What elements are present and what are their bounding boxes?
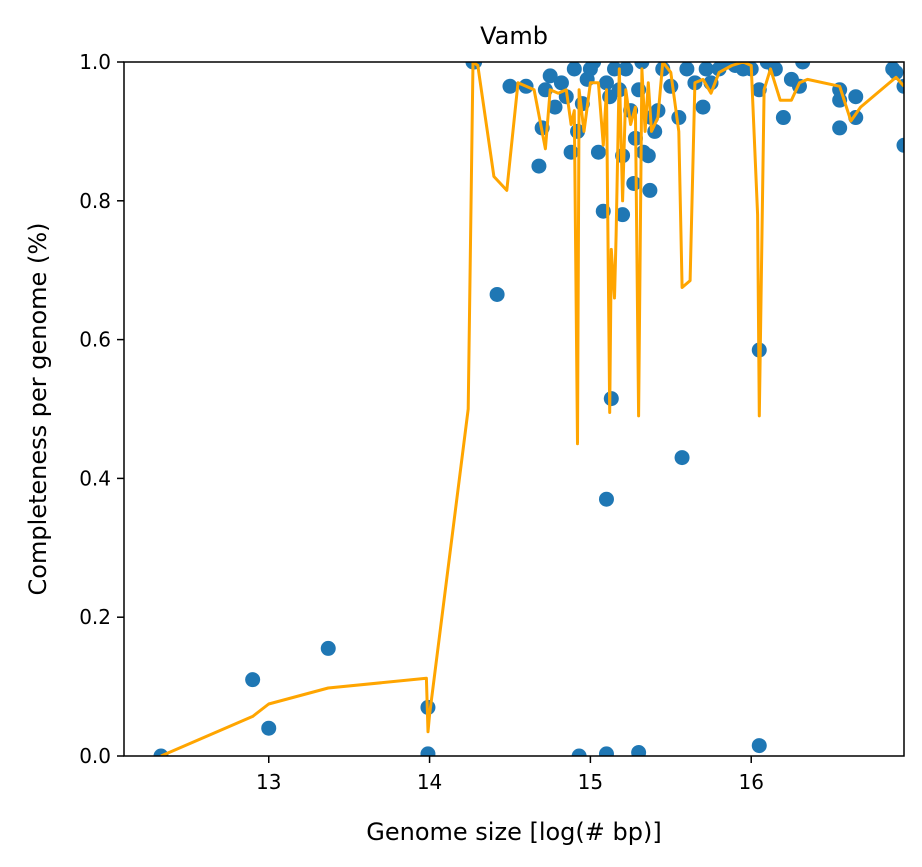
scatter-point: [775, 110, 791, 126]
plot-frame: [123, 61, 905, 757]
trend-line: [160, 62, 904, 756]
y-tick-label: 0.8: [79, 189, 111, 213]
scatter-point: [832, 120, 848, 136]
scatter-point: [888, 64, 904, 80]
scatter-point: [586, 62, 602, 70]
plot-area: [123, 61, 905, 757]
scatter-point: [261, 720, 277, 736]
scatter-point: [674, 450, 690, 466]
scatter-point: [679, 62, 695, 77]
scatter-point: [489, 286, 505, 302]
scatter-point: [848, 89, 864, 105]
scatter-point: [631, 745, 647, 756]
x-tick-label: 14: [417, 770, 442, 794]
y-axis: 0.0 0.2 0.4 0.6 0.8 1.0: [79, 50, 124, 768]
x-tick-label: 16: [738, 770, 763, 794]
scatter-point: [615, 207, 631, 223]
scatter-point: [698, 62, 714, 77]
scatter-point: [896, 137, 904, 153]
scatter-point: [320, 640, 336, 656]
scatter-point: [542, 68, 558, 84]
y-axis-label: Completeness per genome (%): [24, 223, 52, 596]
scatter-point: [531, 158, 547, 174]
scatter-point: [590, 144, 606, 160]
scatter-point: [642, 182, 658, 198]
scatter-point: [598, 746, 614, 756]
scatter-point: [695, 99, 711, 115]
scatter-point: [563, 144, 579, 160]
scatter-point: [618, 62, 634, 77]
scatter-point: [245, 672, 261, 688]
x-tick-label: 15: [578, 770, 603, 794]
y-tick-label: 0.6: [79, 328, 111, 352]
scatter-point: [795, 62, 811, 70]
y-tick-label: 0.2: [79, 605, 111, 629]
x-tick-label: 13: [256, 770, 281, 794]
scatter-point: [571, 748, 587, 756]
x-axis: 13 14 15 16: [256, 756, 764, 794]
scatter-point: [420, 746, 436, 756]
chart-title: Vamb: [480, 22, 548, 50]
scatter-point: [553, 75, 569, 91]
scatter-point: [566, 62, 582, 77]
scatter-point: [598, 491, 614, 507]
scatter-point: [626, 175, 642, 191]
y-tick-label: 0.4: [79, 466, 111, 490]
scatter-point: [751, 738, 767, 754]
scatter-point: [502, 78, 518, 94]
scatter-point: [547, 99, 563, 115]
scatter-point: [640, 148, 656, 164]
series-layer: [153, 62, 904, 756]
y-tick-label: 0.0: [79, 744, 111, 768]
y-tick-label: 1.0: [79, 50, 111, 74]
x-axis-label: Genome size [log(# bp)]: [366, 818, 661, 846]
scatter-point: [598, 75, 614, 91]
scatter-point: [634, 62, 650, 70]
